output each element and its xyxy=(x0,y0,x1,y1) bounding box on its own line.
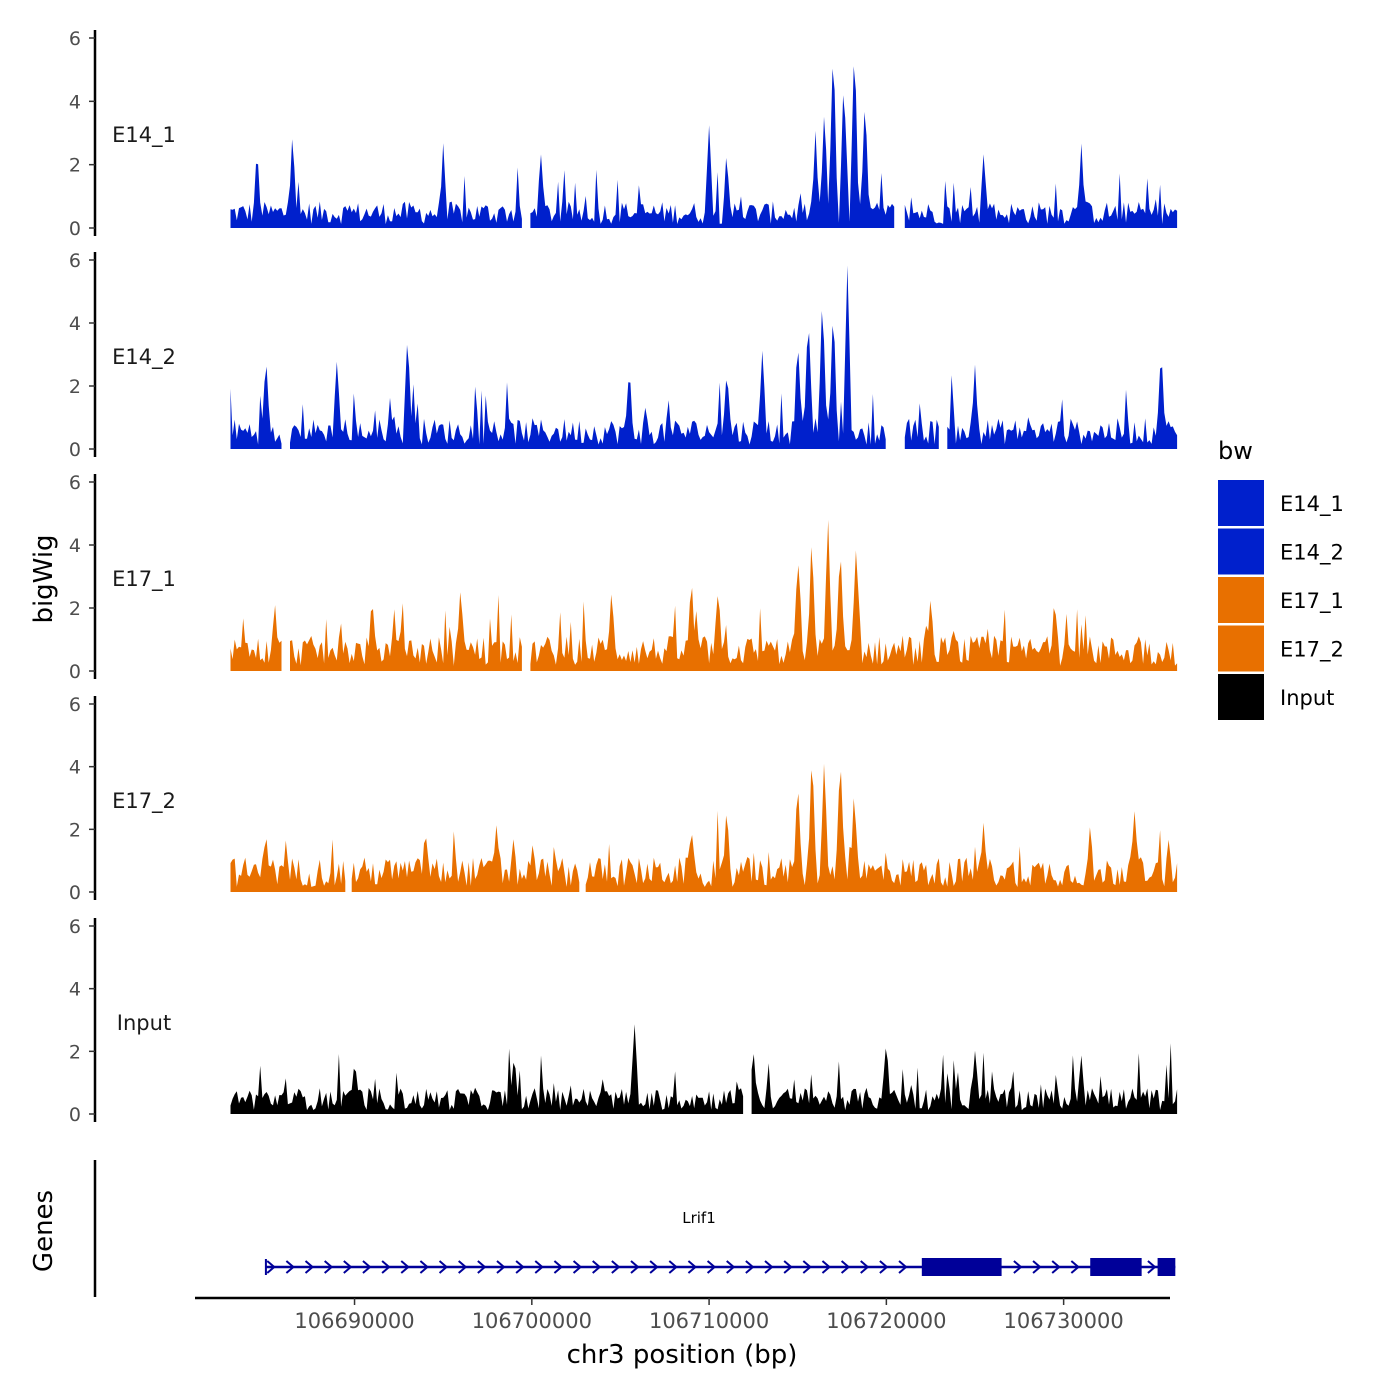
legend-label-E14_2: E14_2 xyxy=(1280,541,1344,566)
strand-arrow xyxy=(438,1260,449,1274)
strand-arrow xyxy=(860,1260,870,1274)
legend-swatch-E17_2 xyxy=(1218,625,1264,672)
strand-arrow xyxy=(534,1260,544,1274)
strand-arrow xyxy=(821,1260,831,1274)
strand-arrow xyxy=(706,1260,717,1274)
signal-area-E17_2 xyxy=(230,763,1178,892)
gene-label: Lrif1 xyxy=(682,1209,716,1227)
y-tick-label: 0 xyxy=(69,661,81,683)
y-tick-label: 6 xyxy=(69,694,81,716)
legend-label-Input: Input xyxy=(1280,686,1334,710)
strand-arrow xyxy=(572,1260,583,1274)
y-tick-label: 4 xyxy=(69,313,81,335)
track-label-Input: Input xyxy=(117,1011,171,1035)
plot-area: 0 2 4 6 E14_1 0 2 4 6 E14_2 0 2 4 6 E17_1 0 2 4 6 E17_2 0 2 4 6… xyxy=(69,28,1344,1333)
y-tick-label: 4 xyxy=(69,979,81,1001)
strand-arrow xyxy=(515,1260,525,1274)
strand-arrow xyxy=(840,1260,851,1274)
strand-arrow xyxy=(304,1260,315,1274)
strand-arrow xyxy=(1147,1260,1157,1274)
strand-arrow xyxy=(726,1260,736,1274)
track-label-E14_1: E14_1 xyxy=(112,123,176,148)
strand-arrow xyxy=(898,1260,908,1274)
y-tick-label: 2 xyxy=(69,155,81,177)
strand-arrow xyxy=(1013,1260,1023,1274)
y-tick-label: 2 xyxy=(69,598,81,620)
gene-exon-1 xyxy=(921,1258,1002,1276)
y-tick-label: 2 xyxy=(69,376,81,398)
y-tick-label: 6 xyxy=(69,472,81,494)
strand-arrow xyxy=(285,1260,295,1274)
x-tick-label: 106690000 xyxy=(294,1309,414,1333)
track-label-E17_2: E17_2 xyxy=(112,789,176,814)
strand-arrow xyxy=(1051,1260,1061,1274)
strand-arrow xyxy=(802,1260,812,1274)
strand-arrow xyxy=(649,1260,659,1274)
y-tick-label: 2 xyxy=(69,819,81,841)
legend-swatch-E14_2 xyxy=(1218,528,1264,575)
strand-arrow xyxy=(458,1260,468,1274)
y-tick-label: 6 xyxy=(69,250,81,272)
x-tick-label: 106710000 xyxy=(649,1309,769,1333)
strand-arrow xyxy=(266,1260,276,1274)
strand-arrow xyxy=(419,1260,429,1274)
x-tick-label: 106720000 xyxy=(826,1309,946,1333)
track-label-E17_1: E17_1 xyxy=(112,567,176,592)
strand-arrow xyxy=(1070,1260,1080,1274)
strand-arrow xyxy=(611,1260,621,1274)
signal-area-E17_1 xyxy=(230,519,1178,671)
legend-swatch-Input xyxy=(1218,674,1264,720)
legend-swatch-E14_1 xyxy=(1218,480,1264,526)
strand-arrow xyxy=(381,1260,391,1274)
x-axis-title: chr3 position (bp) xyxy=(567,1340,798,1370)
y-tick-label: 6 xyxy=(69,28,81,50)
y-tick-label: 6 xyxy=(69,916,81,938)
legend-label-E14_1: E14_1 xyxy=(1280,492,1344,517)
signal-area-E14_2 xyxy=(230,265,1178,449)
y-tick-label: 0 xyxy=(69,439,81,461)
genes-axis-title: Genes xyxy=(29,1190,59,1272)
signal-area-E14_1 xyxy=(230,66,1178,228)
strand-arrow xyxy=(745,1260,755,1274)
strand-arrow xyxy=(496,1260,506,1274)
strand-arrow xyxy=(764,1260,774,1274)
strand-arrow xyxy=(630,1260,640,1274)
y-tick-label: 0 xyxy=(69,218,81,240)
track-label-E14_2: E14_2 xyxy=(112,345,176,370)
y-tick-label: 0 xyxy=(69,882,81,904)
strand-arrow xyxy=(1032,1260,1042,1274)
gene-exon-3 xyxy=(1157,1258,1176,1276)
strand-arrow xyxy=(324,1260,334,1274)
legend-label-E17_1: E17_1 xyxy=(1280,589,1344,614)
legend-title: bw xyxy=(1218,437,1253,465)
signal-area-Input xyxy=(230,1024,1178,1114)
y-axis-title: bigWig xyxy=(29,534,59,623)
strand-arrow xyxy=(400,1260,410,1274)
strand-arrow xyxy=(592,1260,602,1274)
strand-arrow xyxy=(477,1260,487,1274)
gene-exon-2 xyxy=(1090,1258,1142,1276)
strand-arrow xyxy=(687,1260,697,1274)
strand-arrow xyxy=(879,1260,889,1274)
strand-arrow xyxy=(343,1260,353,1274)
x-tick-label: 106730000 xyxy=(1004,1309,1124,1333)
y-tick-label: 4 xyxy=(69,535,81,557)
y-tick-label: 2 xyxy=(69,1041,81,1063)
strand-arrow xyxy=(362,1260,372,1274)
strand-arrow xyxy=(553,1260,563,1274)
x-tick-label: 106700000 xyxy=(472,1309,592,1333)
legend-swatch-E17_1 xyxy=(1218,577,1264,623)
y-tick-label: 0 xyxy=(69,1104,81,1126)
y-tick-label: 4 xyxy=(69,757,81,779)
legend-label-E17_2: E17_2 xyxy=(1280,638,1344,663)
y-tick-label: 4 xyxy=(69,91,81,113)
strand-arrow xyxy=(668,1260,678,1274)
strand-arrow xyxy=(783,1260,793,1274)
